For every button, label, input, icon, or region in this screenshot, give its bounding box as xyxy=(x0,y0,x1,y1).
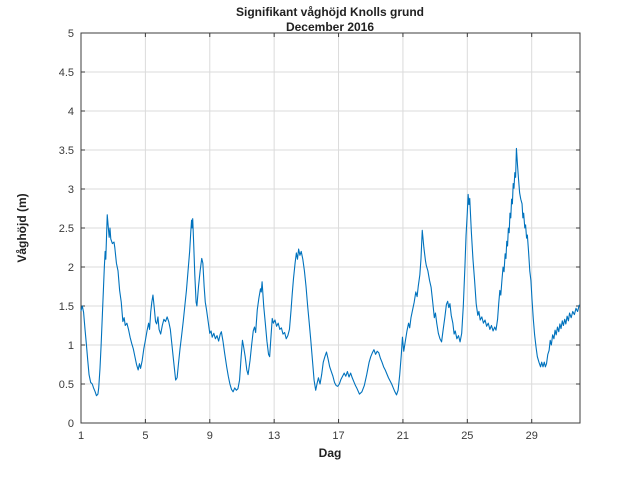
x-tick-label: 9 xyxy=(207,430,213,442)
x-tick-label: 1 xyxy=(78,430,84,442)
chart-subtitle: December 2016 xyxy=(286,20,374,34)
x-axis-label: Dag xyxy=(319,446,342,460)
y-tick-label: 4.5 xyxy=(59,67,74,79)
y-tick-label: 2 xyxy=(68,262,74,274)
y-tick-label: 1.5 xyxy=(59,301,74,313)
series-line xyxy=(80,147,580,397)
x-tick-label: 21 xyxy=(397,430,409,442)
wave-height-line xyxy=(80,147,580,397)
y-tick-label: 3 xyxy=(68,184,74,196)
y-axis-label: Våghöjd (m) xyxy=(15,193,29,262)
y-tick-label: 2.5 xyxy=(59,223,74,235)
tick-labels: 1 5 9 13 17 21 25 29 0 0.5 1 1.5 2 2.5 3 3.5 4 4.5 5 xyxy=(59,28,538,442)
y-tick-label: 5 xyxy=(68,28,74,40)
y-tick-label: 0.5 xyxy=(59,379,74,391)
chart-title: Signifikant våghöjd Knolls grund xyxy=(236,5,424,19)
x-tick-label: 17 xyxy=(332,430,344,442)
grid-lines xyxy=(81,33,580,423)
y-tick-label: 0 xyxy=(68,418,74,430)
y-tick-label: 3.5 xyxy=(59,145,74,157)
x-tick-label: 5 xyxy=(142,430,148,442)
x-tick-label: 29 xyxy=(526,430,538,442)
y-tick-label: 4 xyxy=(68,106,74,118)
y-tick-label: 1 xyxy=(68,340,74,352)
x-tick-label: 25 xyxy=(461,430,473,442)
x-tick-label: 13 xyxy=(268,430,280,442)
tick-marks xyxy=(80,32,580,424)
